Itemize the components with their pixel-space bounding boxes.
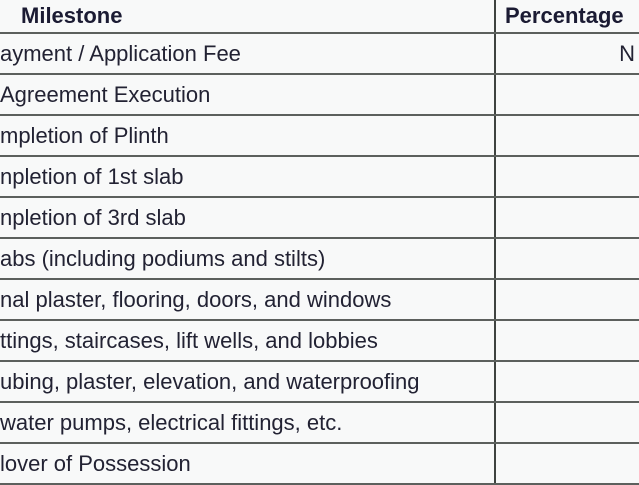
milestone-cell: npletion of 3rd slab xyxy=(0,204,186,230)
milestone-cell: ayment / Application Fee xyxy=(0,40,241,66)
percentage-cell xyxy=(494,403,639,442)
table-row: lover of Possession xyxy=(0,444,639,485)
column-header-milestone: Milestone xyxy=(21,3,123,28)
table-row: nal plaster, flooring, doors, and window… xyxy=(0,280,639,321)
table-row: npletion of 3rd slab xyxy=(0,198,639,239)
percentage-cell xyxy=(494,198,639,237)
table-row: ubing, plaster, elevation, and waterproo… xyxy=(0,362,639,403)
table-row: abs (including podiums and stilts) xyxy=(0,239,639,280)
table-row: water pumps, electrical fittings, etc. xyxy=(0,403,639,444)
table-header-row: Milestone Percentage xyxy=(0,0,639,34)
milestone-cell: water pumps, electrical fittings, etc. xyxy=(0,409,343,435)
table-row: ttings, staircases, lift wells, and lobb… xyxy=(0,321,639,362)
milestone-cell: Agreement Execution xyxy=(0,81,211,107)
milestone-cell: abs (including podiums and stilts) xyxy=(0,245,326,271)
percentage-cell xyxy=(494,280,639,319)
table-row: mpletion of Plinth xyxy=(0,116,639,157)
milestone-cell: mpletion of Plinth xyxy=(0,122,169,148)
percentage-cell xyxy=(494,157,639,196)
table-row: npletion of 1st slab xyxy=(0,157,639,198)
table-row: ayment / Application Fee N xyxy=(0,34,639,75)
milestone-cell: ttings, staircases, lift wells, and lobb… xyxy=(0,327,378,353)
percentage-cell xyxy=(494,116,639,155)
percentage-cell xyxy=(494,75,639,114)
table-row: Agreement Execution xyxy=(0,75,639,116)
milestone-cell: lover of Possession xyxy=(0,450,191,476)
milestone-cell: nal plaster, flooring, doors, and window… xyxy=(0,286,392,312)
percentage-cell xyxy=(494,239,639,278)
percentage-cell xyxy=(494,444,639,483)
percentage-cell: N xyxy=(494,34,639,73)
percentage-cell xyxy=(494,321,639,360)
milestone-cell: ubing, plaster, elevation, and waterproo… xyxy=(0,368,420,394)
milestone-cell: npletion of 1st slab xyxy=(0,163,184,189)
column-header-percentage: Percentage xyxy=(494,0,639,32)
percentage-cell xyxy=(494,362,639,401)
